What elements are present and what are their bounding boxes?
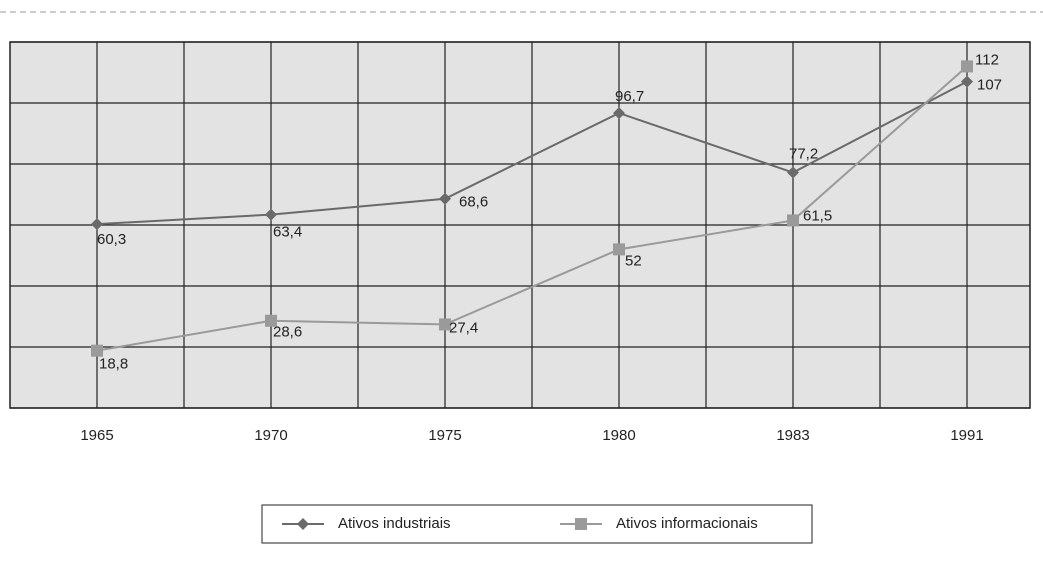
legend-label: Ativos industriais	[338, 515, 451, 532]
legend-label: Ativos informacionais	[616, 515, 758, 532]
data-label: 18,8	[99, 356, 128, 373]
data-label: 107	[977, 77, 1002, 94]
x-tick-label: 1965	[80, 427, 113, 444]
marker	[91, 218, 103, 231]
x-tick-label: 1970	[254, 427, 287, 444]
marker	[439, 318, 451, 331]
x-tick-label: 1991	[950, 427, 983, 444]
x-tick-label: 1975	[428, 427, 461, 444]
marker	[575, 518, 587, 530]
data-label: 77,2	[789, 146, 818, 163]
data-label: 52	[625, 252, 642, 269]
marker	[787, 214, 799, 227]
data-label: 68,6	[459, 194, 488, 211]
data-label: 60,3	[97, 231, 126, 248]
x-tick-label: 1983	[776, 427, 809, 444]
x-tick-label: 1980	[602, 427, 635, 444]
marker	[613, 243, 625, 256]
data-label: 27,4	[449, 319, 478, 336]
marker	[787, 166, 799, 179]
marker	[297, 518, 309, 530]
marker	[265, 314, 277, 327]
data-label: 112	[975, 51, 999, 68]
data-label: 61,5	[803, 207, 832, 224]
data-label: 96,7	[615, 88, 644, 105]
data-label: 28,6	[273, 324, 302, 341]
marker	[91, 344, 103, 357]
marker	[439, 192, 451, 205]
marker	[265, 208, 277, 221]
series-line	[96, 80, 968, 226]
marker	[961, 60, 973, 73]
marker	[961, 75, 973, 88]
marker	[613, 107, 625, 120]
series-line	[96, 65, 968, 352]
legend	[261, 504, 813, 544]
data-label: 63,4	[273, 224, 302, 241]
